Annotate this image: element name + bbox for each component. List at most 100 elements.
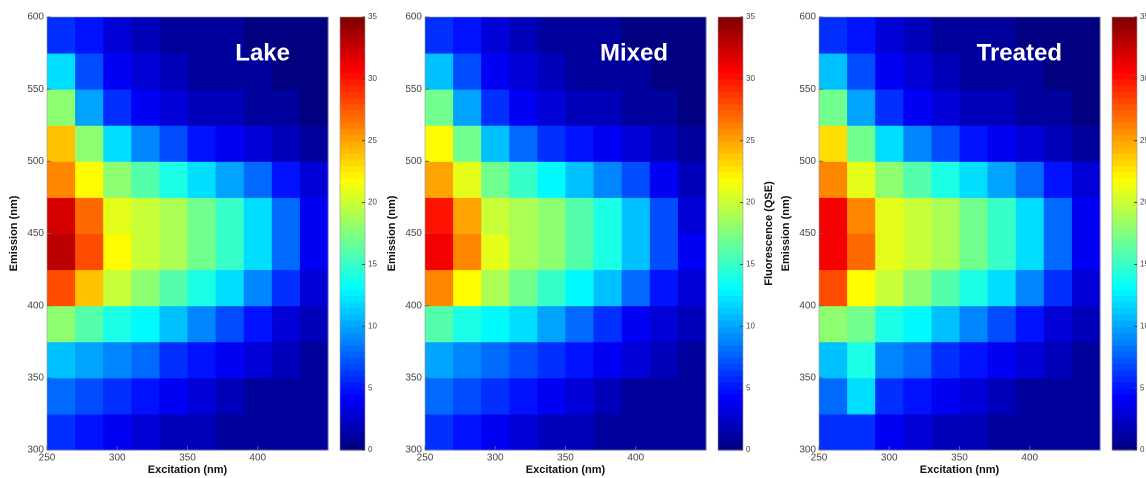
colorbar-step [340,381,365,389]
y-tick-label: 600 [799,12,816,23]
heat-cell [819,269,848,307]
heat-cell [649,305,679,343]
colorbar-step [1112,252,1137,259]
heat-cell [1015,305,1045,343]
heat-cell [621,269,651,307]
heat-cell [537,197,566,234]
heat-cell [453,341,482,379]
heat-cell [847,305,876,343]
heat-cell [621,377,651,415]
y-tick-label: 450 [27,228,44,239]
colorbar-tick-label: 10 [746,321,755,330]
colorbar-step [718,128,743,136]
colorbar-step [1112,153,1137,160]
colorbar-step [1112,35,1137,43]
colorbar-step [340,91,365,99]
colorbar-step [1112,270,1137,278]
heat-cell [987,233,1017,271]
colorbar-tick-label: 35 [368,12,377,21]
colorbar-step [1112,363,1137,371]
heat-cell [593,53,623,90]
colorbar-step [1112,233,1137,241]
heat-cell [299,269,329,307]
colorbar-step [718,134,743,142]
heat-cell [987,197,1017,234]
x-axis-label: Excitation (nm) [526,464,606,476]
heat-cell [299,89,329,126]
colorbar-frame [1111,16,1138,451]
colorbar-step [340,431,365,439]
colorbar-step [1112,115,1137,123]
heat-cell [903,89,932,126]
colorbar-step [340,320,365,327]
heat-cell [1015,341,1045,379]
colorbar-step [1112,54,1137,61]
heat-cell [931,197,960,234]
heat-cell [677,161,707,198]
colorbar-step [1112,208,1137,216]
x-tick-label: 250 [811,453,828,464]
heat-cell [481,269,510,307]
heat-cell [103,269,132,307]
colorbar-step [1112,60,1137,68]
colorbar-step [340,140,365,148]
heat-cell [103,125,132,162]
colorbar-step [718,313,743,321]
colorbar-step [718,239,743,247]
heat-cell [819,341,848,379]
colorbar-step [718,78,743,86]
x-tick-label: 350 [179,453,196,464]
colorbar-step [1112,91,1137,99]
heat-cell [565,305,595,343]
heat-cell [621,305,651,343]
heat-cell [1071,197,1101,234]
heat-cell [215,197,245,234]
heat-cell [677,233,707,271]
colorbar-step [340,153,365,160]
colorbar-step [1112,289,1137,296]
y-tick-label: 450 [799,228,816,239]
colorbar-step [718,295,743,303]
heat-cell [565,125,595,162]
colorbar-step [340,47,365,55]
heat-cell [159,413,188,451]
heat-cell [565,89,595,126]
heat-cell [847,125,876,162]
colorbar-step [718,146,743,154]
colorbar-tick-label: 5 [746,383,751,392]
colorbar-step [340,128,365,136]
heat-cell [215,125,245,162]
y-tick-label: 500 [799,156,816,167]
heat-cell [271,341,301,379]
colorbar-step [1112,295,1137,303]
heat-cell [159,17,188,54]
colorbar-step [340,72,365,80]
heat-cell [847,197,876,234]
heat-cell [565,413,595,451]
colorbar-step [340,190,365,197]
heat-cell [987,53,1017,90]
colorbar-step [340,85,365,92]
colorbar-step [1112,276,1137,284]
heat-cell [621,17,651,54]
colorbar-step [340,214,365,222]
heat-cell [215,161,245,198]
panel-title: Treated [977,39,1062,66]
heat-cell [243,269,273,307]
heat-cell [131,341,160,379]
colorbar-step [340,276,365,284]
colorbar-step [718,400,743,408]
colorbar-step [340,289,365,296]
colorbar-tick-label: 30 [368,74,377,83]
heat-cell [271,377,301,415]
heat-cell [187,269,217,307]
heat-cell [621,197,651,234]
heat-cell [1043,17,1073,54]
colorbar-step [1112,369,1137,377]
heat-cell [453,53,482,90]
heat-cell [481,125,510,162]
heat-cell [453,269,482,307]
heat-cell [649,17,679,54]
colorbar-step [1112,412,1137,420]
